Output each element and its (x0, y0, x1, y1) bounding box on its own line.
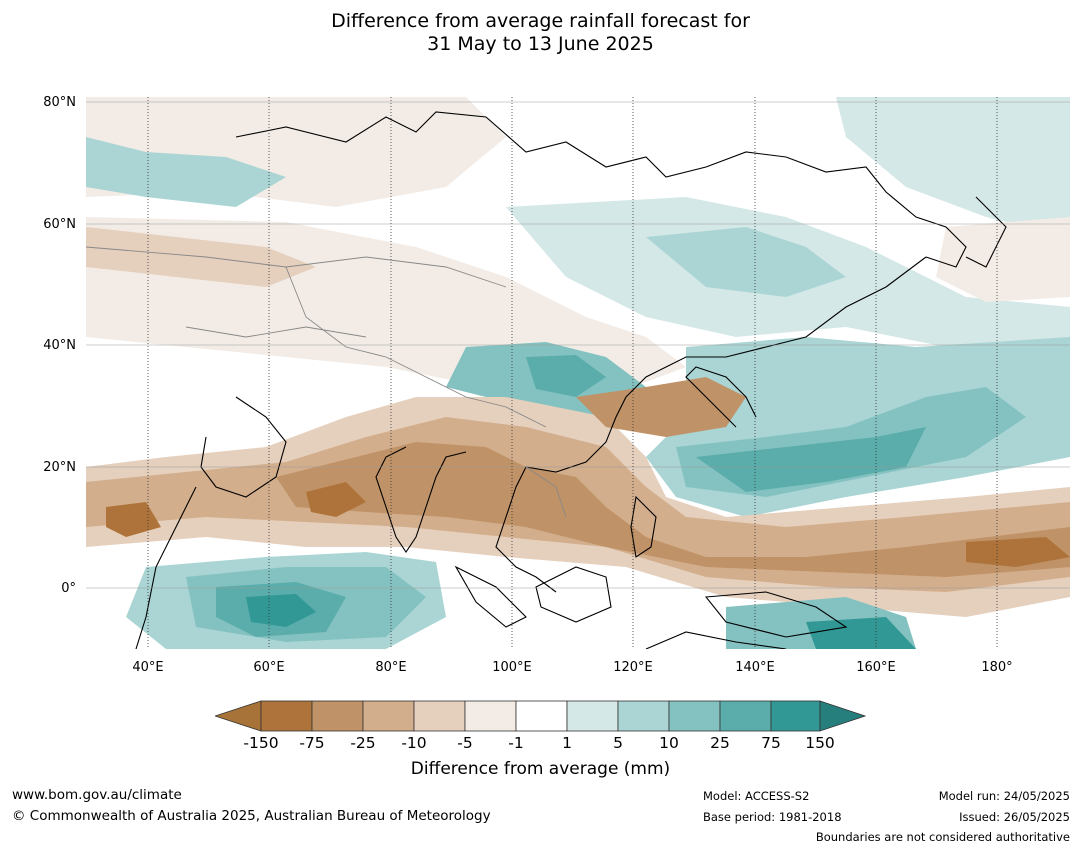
field-teal-mid-nc (646, 227, 846, 297)
anomaly-fields (86, 97, 1070, 649)
field-teal-indian-ocean-deep (246, 594, 316, 627)
graticule (86, 97, 1070, 649)
field-teal-siberia-w (86, 137, 286, 207)
coast-eurasia-north (235, 111, 967, 268)
colorbar-extend-low (215, 700, 262, 732)
website-link[interactable]: www.bom.gov.au/climate (12, 787, 182, 803)
lat-label-60n: 60°N (43, 217, 76, 232)
colorbar-swatch (668, 700, 721, 732)
colorbar-swatch (362, 700, 415, 732)
colorbar-swatch (515, 700, 568, 732)
colorbar-tick: -10 (401, 734, 427, 752)
lon-label-40e: 40°E (132, 660, 164, 675)
colorbar-swatch (260, 700, 313, 732)
colorbar-swatch (719, 700, 772, 732)
lat-label-0: 0° (61, 581, 76, 596)
colorbar-tick: -1 (508, 734, 524, 752)
colorbar-tick: 5 (613, 734, 623, 752)
field-brown-core-africa (106, 502, 161, 537)
field-brown-band-strong (276, 442, 1070, 577)
title-line-2: 31 May to 13 June 2025 (427, 33, 654, 55)
base-period: Base period: 1981-2018 (703, 810, 842, 824)
coast-borneo (535, 566, 612, 623)
lon-label-140e: 140°E (735, 660, 775, 675)
lon-label-60e: 60°E (253, 660, 285, 675)
coast-kamchatka (965, 196, 1007, 268)
country-borders (86, 246, 567, 518)
coastlines (135, 111, 1007, 649)
issued-date: Issued: 26/05/2025 (959, 810, 1070, 824)
map-title: Difference from average rainfall forecas… (0, 10, 1081, 56)
colorbar-swatch (413, 700, 466, 732)
lat-label-80n: 80°N (43, 95, 76, 110)
coast-australia-north (645, 631, 787, 649)
rainfall-anomaly-map (86, 97, 1070, 649)
field-teal-pale-ne (836, 97, 1070, 237)
colorbar-swatch (770, 700, 821, 732)
colorbar-swatch (617, 700, 670, 732)
lon-label-80e: 80°E (375, 660, 407, 675)
coast-africa-horn (135, 486, 197, 649)
colorbar-tick: 1 (562, 734, 572, 752)
title-line-1: Difference from average rainfall forecas… (331, 10, 750, 32)
colorbar-tick: -25 (350, 734, 376, 752)
field-teal-pacific-deep (696, 427, 926, 492)
colorbar-tick: 25 (710, 734, 730, 752)
colorbar-swatch (464, 700, 517, 732)
field-brown-east-asia (576, 377, 746, 437)
field-light-brown-ne (936, 217, 1070, 302)
coast-east-asia (495, 256, 927, 593)
colorbar-tick: 150 (805, 734, 835, 752)
field-teal-china-core (526, 355, 606, 397)
field-brown-core-pacific (966, 537, 1070, 567)
field-teal-png-deep (806, 617, 916, 649)
lat-label-40n: 40°N (43, 338, 76, 353)
model-run-date: Model run: 24/05/2025 (938, 789, 1070, 803)
colorbar-tick: -150 (243, 734, 279, 752)
lon-label-160e: 160°E (856, 660, 896, 675)
field-brown-core-india (306, 482, 366, 517)
colorbar-title: Difference from average (mm) (410, 759, 671, 779)
colorbar-swatch (566, 700, 619, 732)
colorbar-swatch (311, 700, 364, 732)
colorbar-tick: 10 (659, 734, 679, 752)
model-name: Model: ACCESS-S2 (703, 789, 810, 803)
colorbar-extend-high (819, 700, 866, 732)
colorbar-tick: 75 (761, 734, 781, 752)
colorbar-tick: -75 (299, 734, 325, 752)
map-canvas (86, 97, 1070, 649)
lon-label-100e: 100°E (492, 660, 532, 675)
copyright-text: © Commonwealth of Australia 2025, Austra… (12, 808, 491, 824)
coast-new-guinea (704, 591, 848, 638)
lon-label-120e: 120°E (613, 660, 653, 675)
boundaries-note: Boundaries are not considered authoritat… (815, 830, 1070, 844)
coast-india (375, 446, 467, 553)
lon-label-180: 180° (981, 660, 1013, 675)
colorbar (215, 700, 866, 732)
coast-japan (685, 366, 757, 428)
coast-sumatra (454, 565, 527, 628)
lat-label-20n: 20°N (43, 460, 76, 475)
colorbar-tick: -5 (457, 734, 473, 752)
coast-philippines (630, 495, 657, 558)
